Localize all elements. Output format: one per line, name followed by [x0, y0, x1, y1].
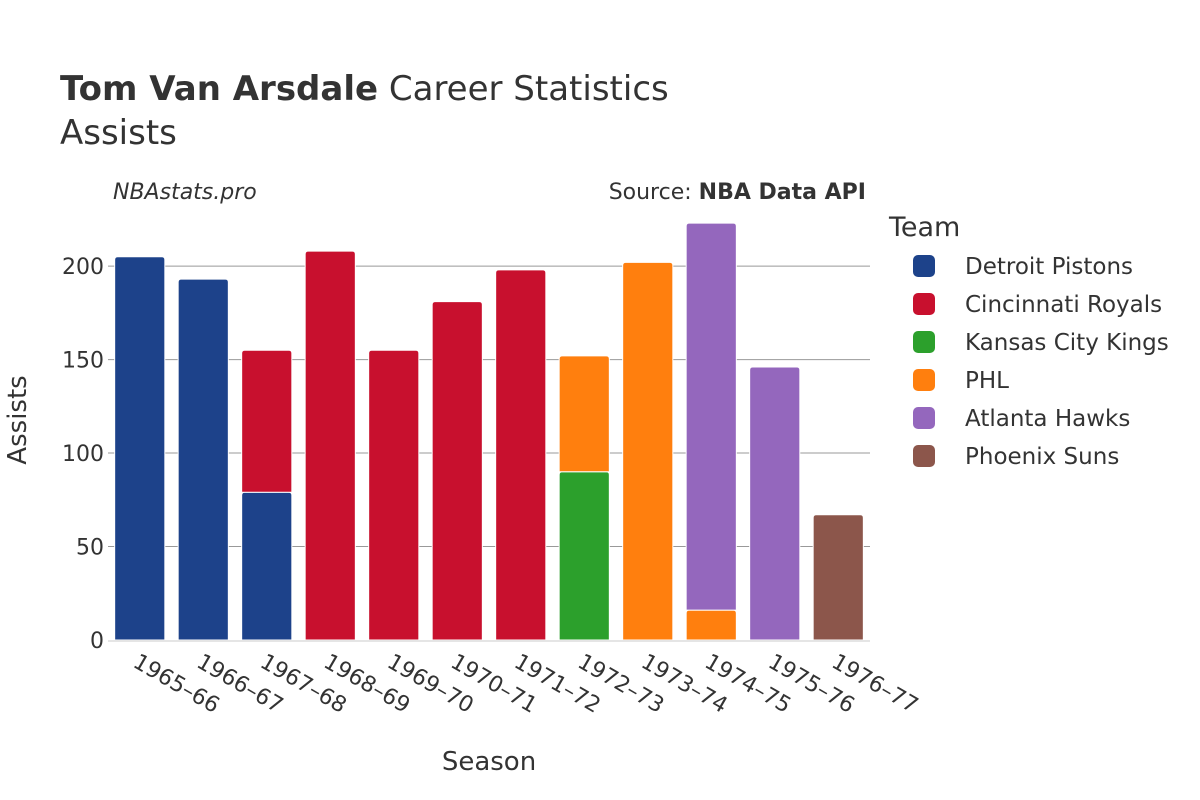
bar-segment	[304, 250, 356, 641]
legend-swatch	[913, 255, 935, 277]
x-axis-title: Season	[442, 747, 536, 777]
chart-title-rest: Career Statistics	[378, 69, 669, 109]
legend-item[interactable]: Atlanta Hawks	[913, 406, 1130, 432]
chart-title-player: Tom Van Arsdale	[60, 69, 378, 109]
source-note: Source: NBA Data API	[609, 180, 866, 205]
bar-segment	[749, 366, 801, 641]
y-tick-labels: 0 50 100 150 200	[62, 255, 104, 654]
legend: Detroit Pistons Cincinnati Royals Kansas C…	[913, 254, 1169, 470]
x-tick-labels: 1965–661966–671967–681968–691969–701970–…	[129, 650, 922, 719]
watermark: NBAstats.pro	[113, 180, 257, 205]
bar-segment	[495, 269, 547, 641]
legend-item[interactable]: Kansas City Kings	[913, 330, 1169, 356]
bar-segment	[241, 491, 293, 641]
source-prefix: Source:	[609, 180, 699, 205]
legend-title: Team	[888, 212, 960, 243]
bar-segment	[114, 256, 166, 641]
chart-subtitle: Assists	[60, 113, 177, 153]
source-name: NBA Data API	[699, 180, 866, 205]
bar-segment	[812, 514, 864, 641]
legend-label: Kansas City Kings	[965, 330, 1169, 356]
legend-item[interactable]: Cincinnati Royals	[913, 292, 1162, 318]
bar-segment	[558, 471, 610, 641]
bar-segment	[431, 301, 483, 641]
bar-segment	[368, 349, 420, 641]
legend-swatch	[913, 369, 935, 391]
y-tick-label: 200	[62, 255, 104, 280]
legend-label: Detroit Pistons	[965, 254, 1133, 280]
chart-title: Tom Van Arsdale Career Statistics	[60, 69, 669, 109]
legend-label: PHL	[965, 368, 1009, 394]
y-tick-label: 150	[62, 349, 104, 374]
bar-segment	[622, 261, 674, 641]
legend-item[interactable]: Detroit Pistons	[913, 254, 1133, 280]
legend-swatch	[913, 445, 935, 467]
legend-swatch	[913, 331, 935, 353]
bar-segment	[177, 278, 229, 641]
y-axis-title: Assists	[3, 375, 33, 464]
legend-swatch	[913, 407, 935, 429]
legend-label: Phoenix Suns	[965, 444, 1119, 470]
legend-label: Cincinnati Royals	[965, 292, 1162, 318]
y-gridlines	[108, 265, 870, 548]
legend-item[interactable]: Phoenix Suns	[913, 444, 1119, 470]
y-tick-label: 50	[76, 536, 104, 561]
bar-segment	[685, 222, 737, 611]
legend-swatch	[913, 293, 935, 315]
bar-segment	[685, 609, 737, 641]
legend-item[interactable]: PHL	[913, 368, 1009, 394]
bar-marks	[114, 222, 864, 641]
y-tick-label: 0	[90, 629, 104, 654]
y-tick-label: 100	[62, 442, 104, 467]
legend-label: Atlanta Hawks	[965, 406, 1130, 432]
bar-segment	[241, 349, 293, 493]
bar-segment	[558, 355, 610, 473]
